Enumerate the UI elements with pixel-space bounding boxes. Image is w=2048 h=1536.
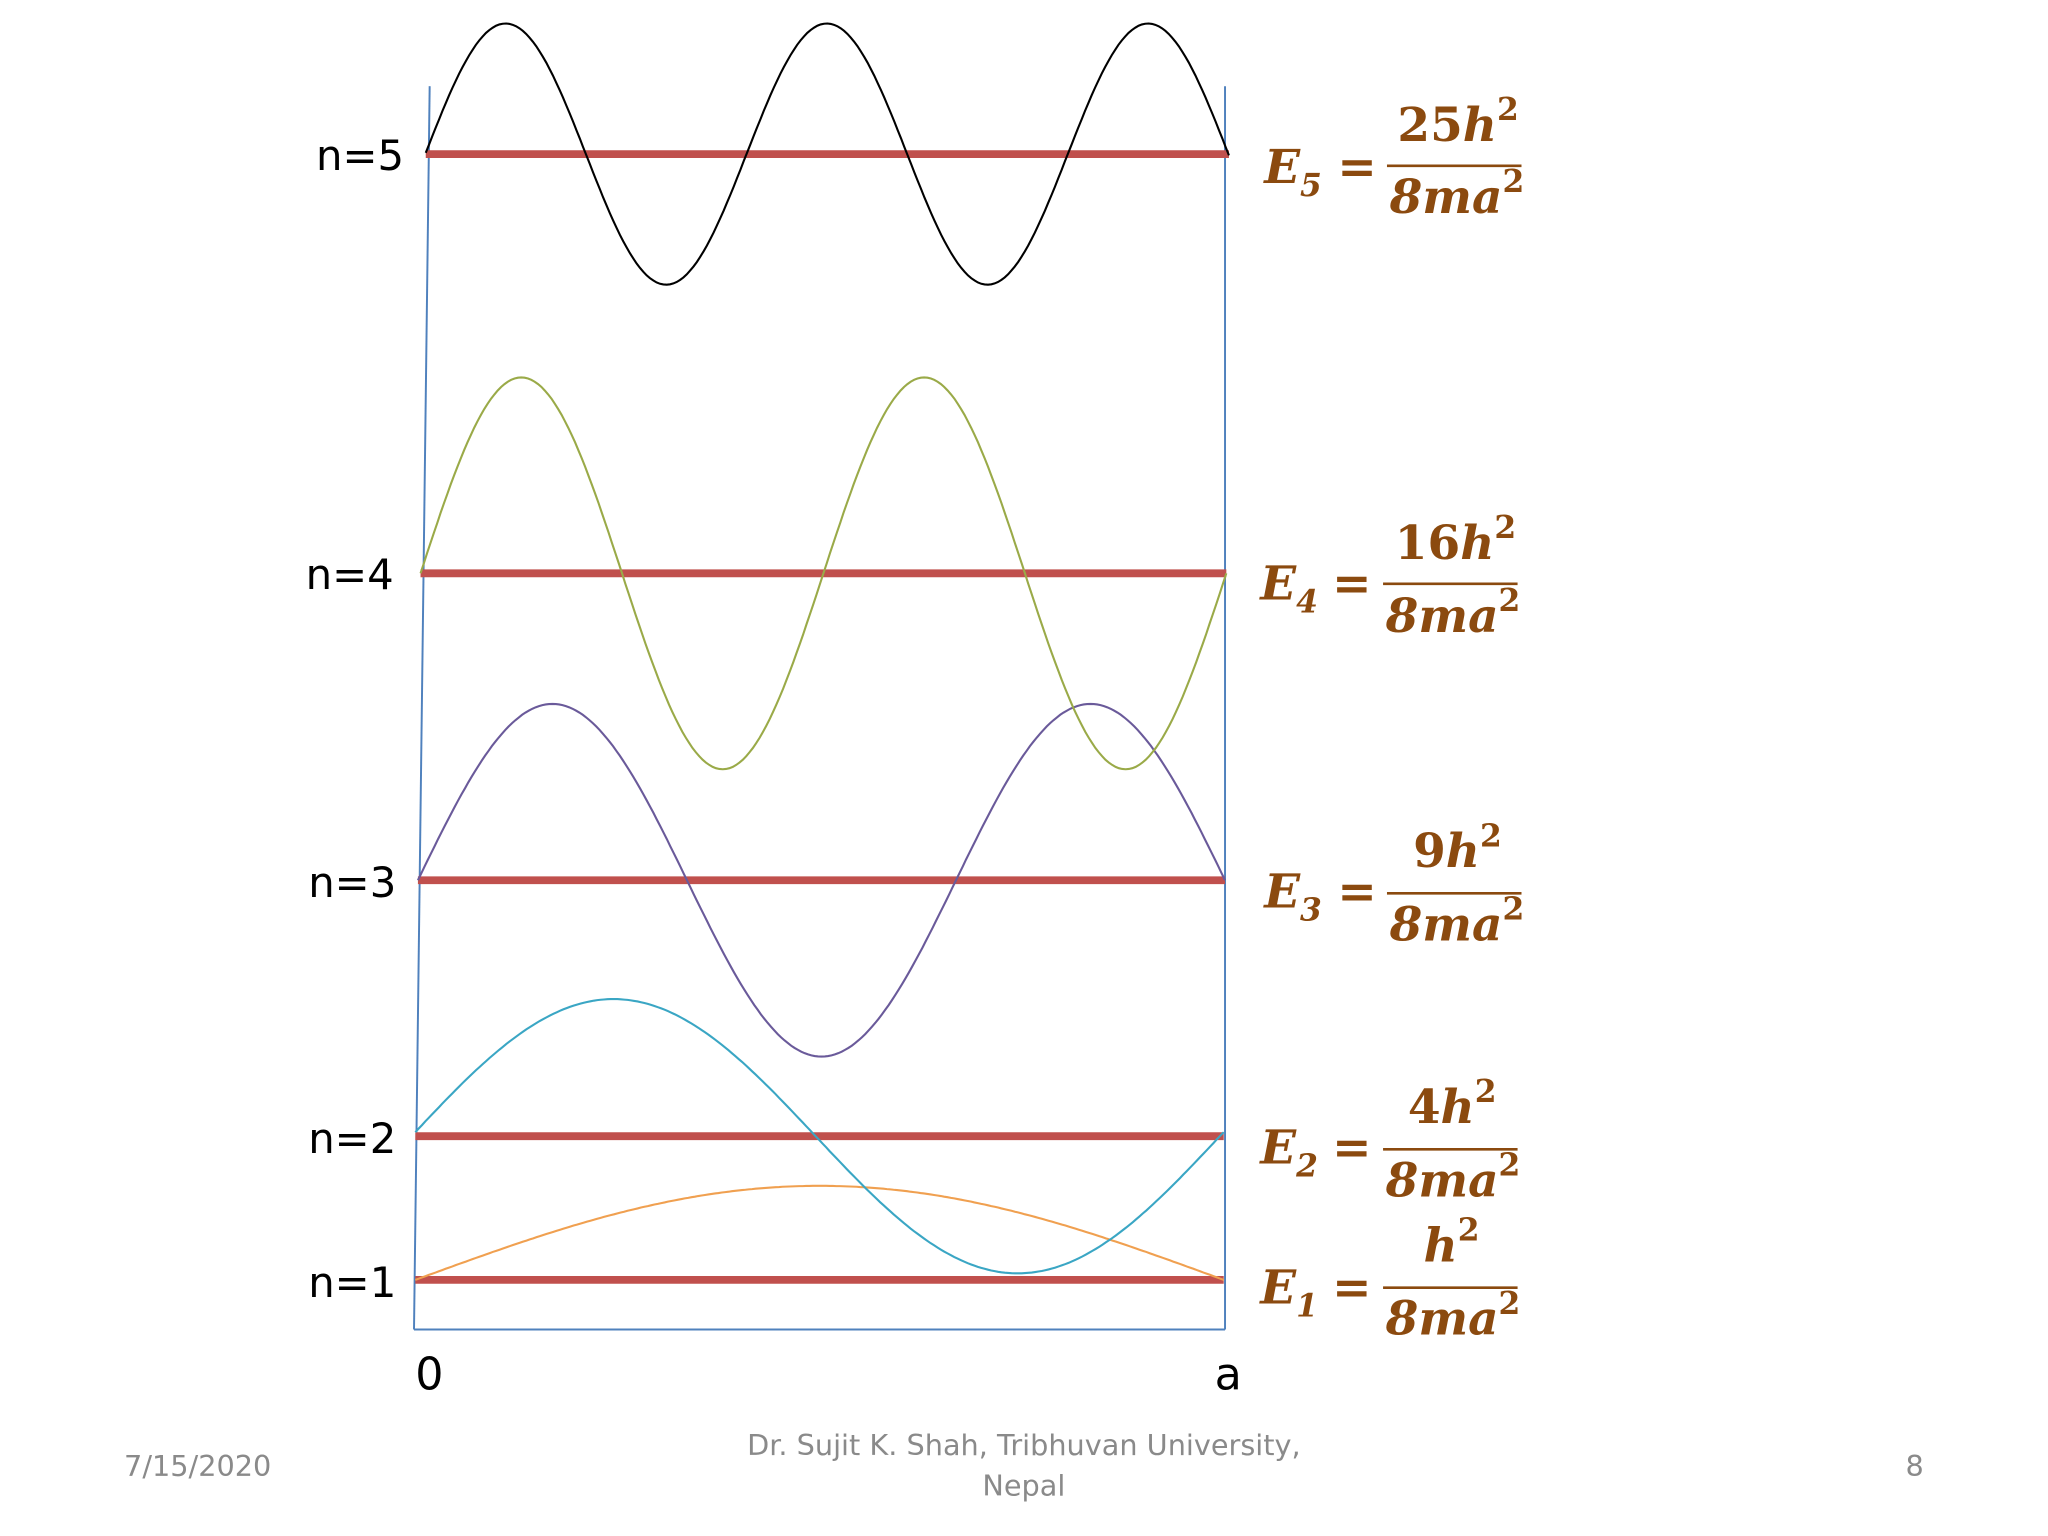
equation-e5: E5 = 25h2 8ma2 — [1262, 92, 1524, 225]
footer-date: 7/15/2020 — [124, 1449, 271, 1483]
level-label-n4: n=4 — [306, 550, 394, 599]
axis-label-a: a — [1215, 1350, 1242, 1401]
equation-equals: = — [1332, 1121, 1371, 1176]
equation-e3: E3 = 9h2 8ma2 — [1262, 818, 1524, 952]
axis-label-zero: 0 — [415, 1350, 443, 1401]
wavefunction-n5 — [424, 22, 1230, 286]
equation-denominator: 8ma2 — [1385, 1286, 1521, 1347]
equation-e1: E1 = h2 8ma2 — [1258, 1213, 1520, 1347]
level-label-n2: n=2 — [308, 1114, 396, 1163]
energy-levels — [415, 150, 1229, 1284]
equation-e2: E2 = 4h2 8ma2 — [1258, 1074, 1520, 1208]
equation-lhs: E3 — [1262, 865, 1322, 929]
equation-lhs: E4 — [1258, 556, 1318, 620]
equation-equals: = — [1332, 1260, 1371, 1315]
equation-lhs: E2 — [1258, 1121, 1318, 1185]
level-label-n5: n=5 — [316, 131, 404, 180]
equation-numerator: h2 — [1424, 1213, 1480, 1274]
well-left-wall — [413, 86, 431, 1330]
footer-author-line1: Dr. Sujit K. Shah, Tribhuvan University, — [747, 1428, 1301, 1462]
equation-denominator: 8ma2 — [1385, 583, 1521, 644]
wavefunction-n1 — [414, 1184, 1225, 1281]
footer-page-number: 8 — [1905, 1449, 1923, 1483]
equation-numerator: 16h2 — [1395, 510, 1516, 571]
equation-equals: = — [1337, 140, 1376, 195]
equation-numerator: 25h2 — [1397, 92, 1518, 153]
equation-numerator: 9h2 — [1413, 818, 1502, 879]
wavefunction-n3 — [416, 702, 1226, 1058]
wavefunctions — [414, 22, 1230, 1281]
level-label-n1: n=1 — [308, 1258, 396, 1307]
equation-denominator: 8ma2 — [1385, 1147, 1521, 1208]
equation-denominator: 8ma2 — [1389, 164, 1525, 225]
wavefunction-n2 — [414, 998, 1225, 1275]
wavefunction-n4 — [419, 376, 1228, 771]
equation-denominator: 8ma2 — [1389, 891, 1525, 952]
equation-lhs: E1 — [1258, 1260, 1318, 1324]
level-label-n3: n=3 — [308, 858, 396, 907]
equation-equals: = — [1332, 556, 1371, 611]
footer-author-line2: Nepal — [982, 1468, 1065, 1502]
equation-lhs: E5 — [1262, 140, 1322, 204]
equation-e4: E4 = 16h2 8ma2 — [1258, 510, 1520, 644]
equation-numerator: 4h2 — [1408, 1074, 1497, 1135]
equation-equals: = — [1337, 865, 1376, 920]
